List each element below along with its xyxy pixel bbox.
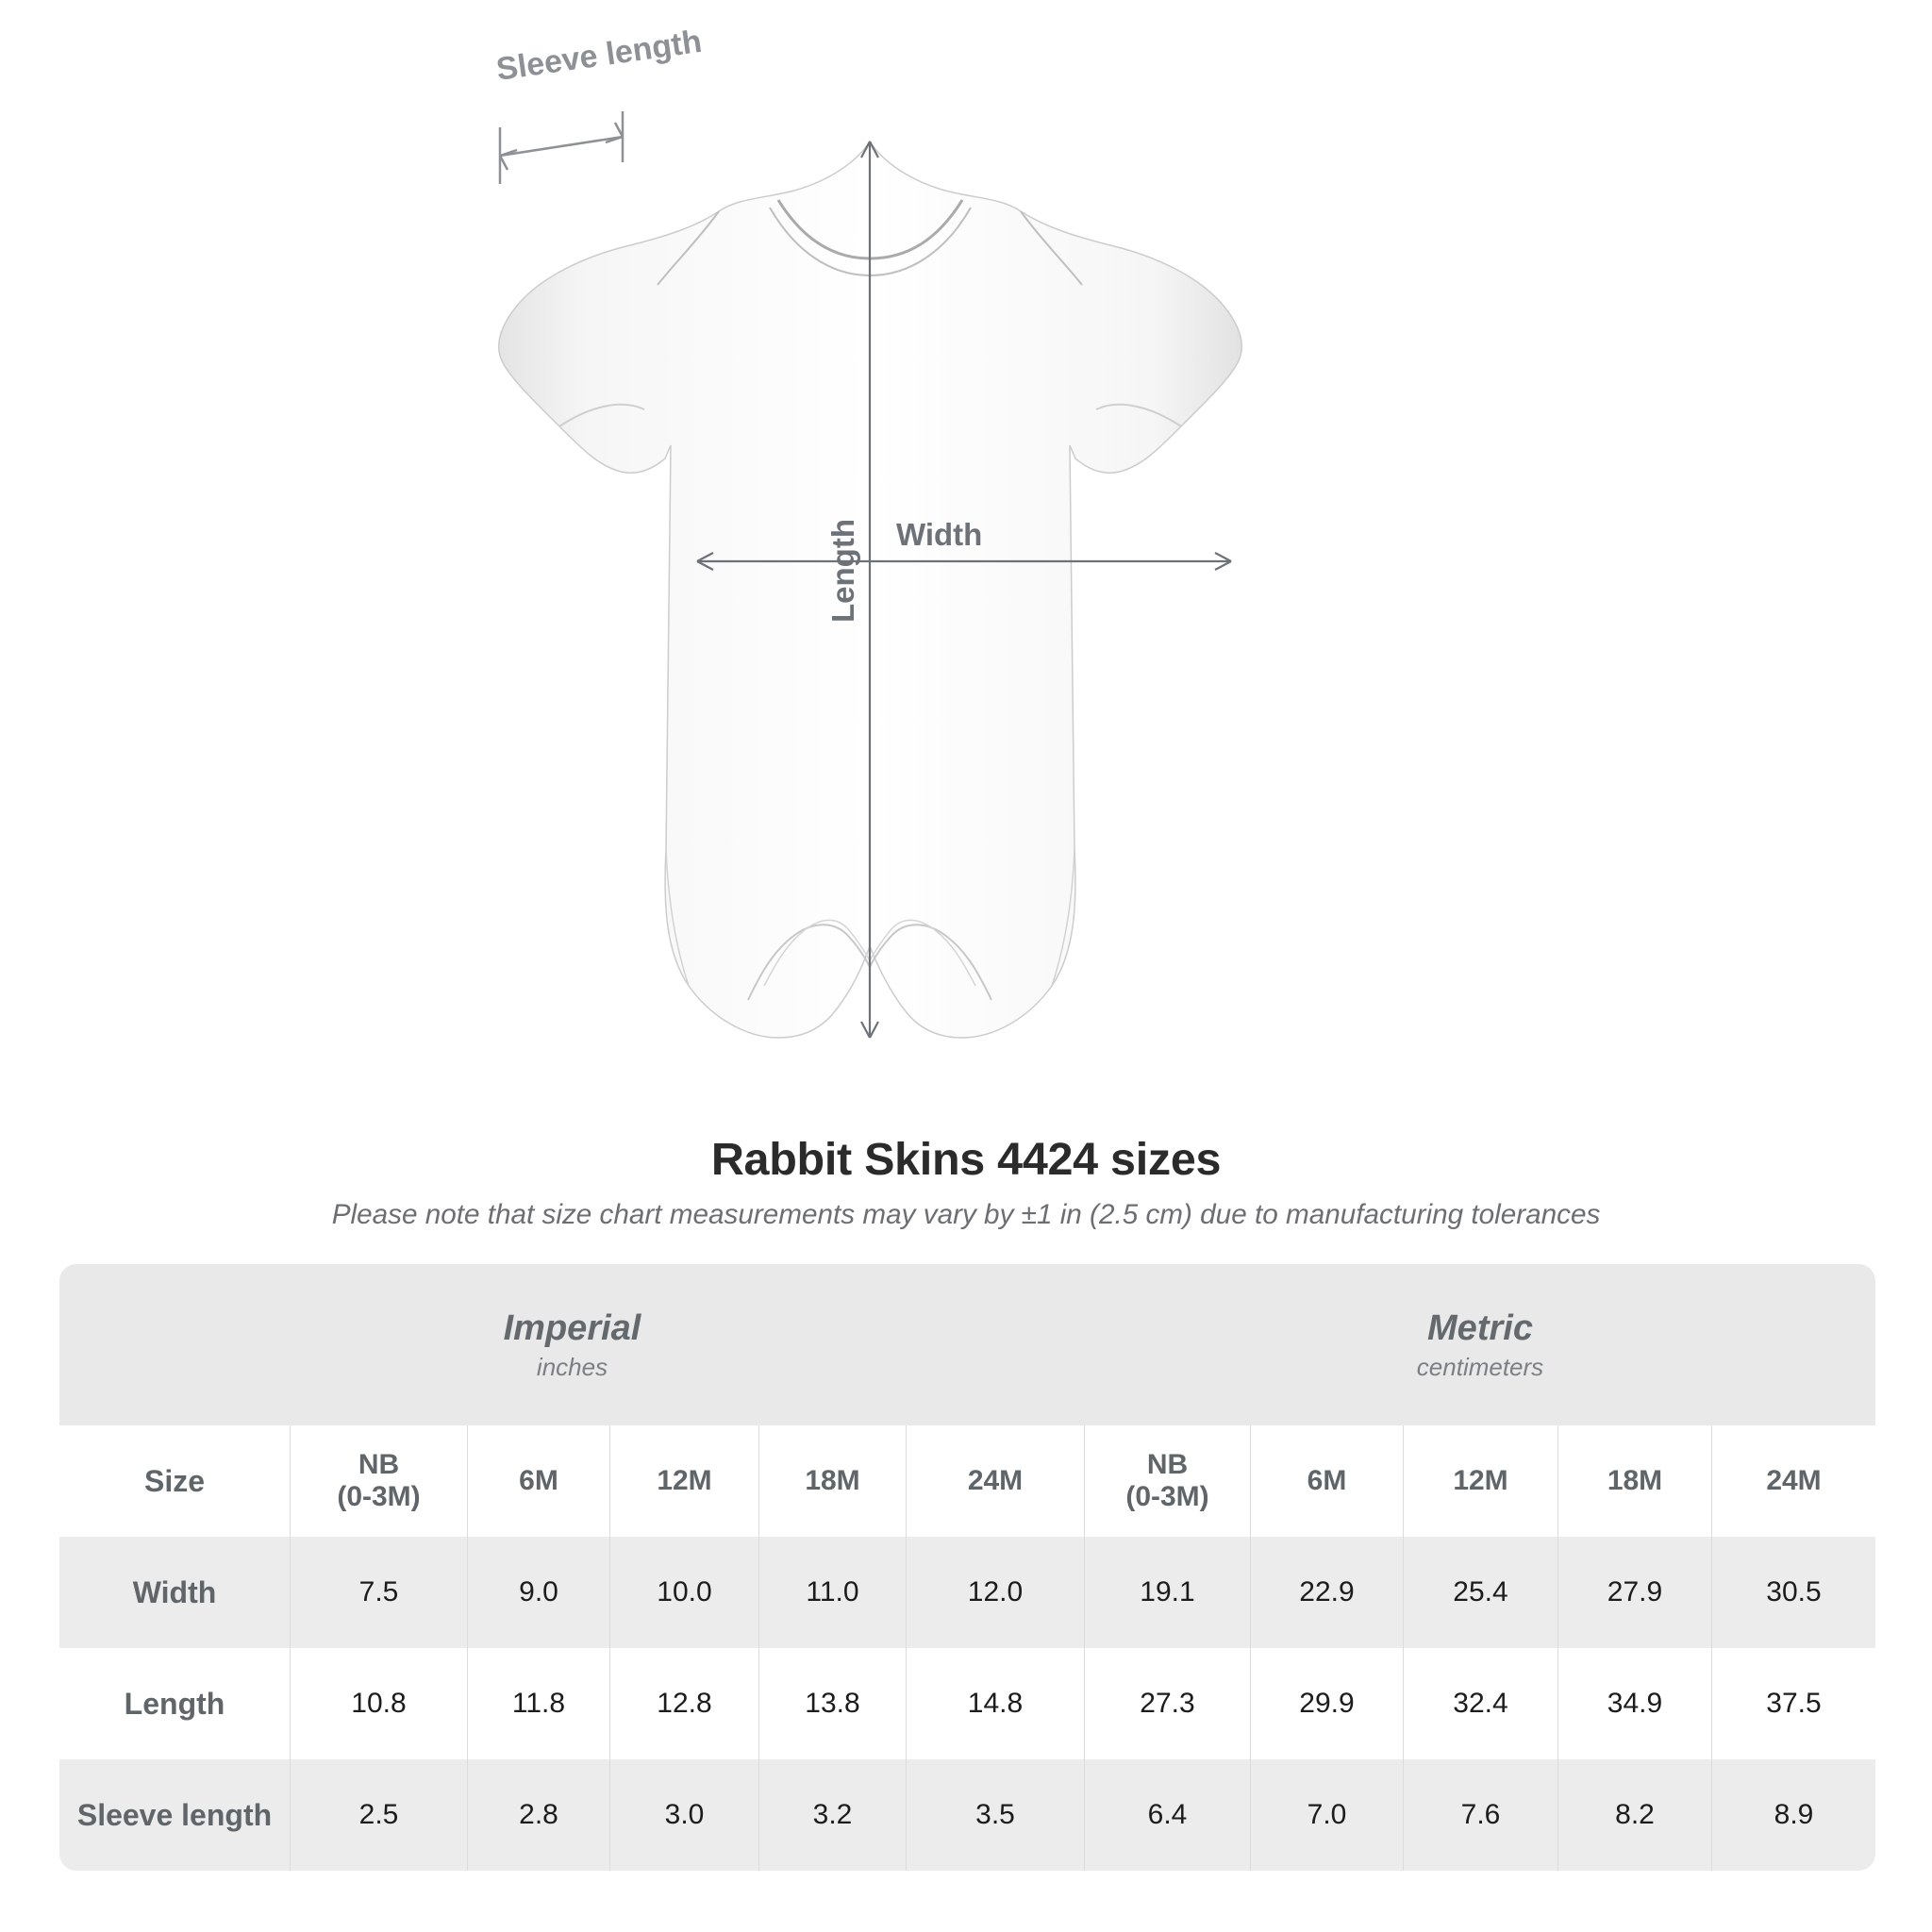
svg-text:Width: Width xyxy=(896,517,982,552)
svg-text:Sleeve length: Sleeve length xyxy=(494,24,704,88)
svg-text:Length: Length xyxy=(825,519,860,623)
